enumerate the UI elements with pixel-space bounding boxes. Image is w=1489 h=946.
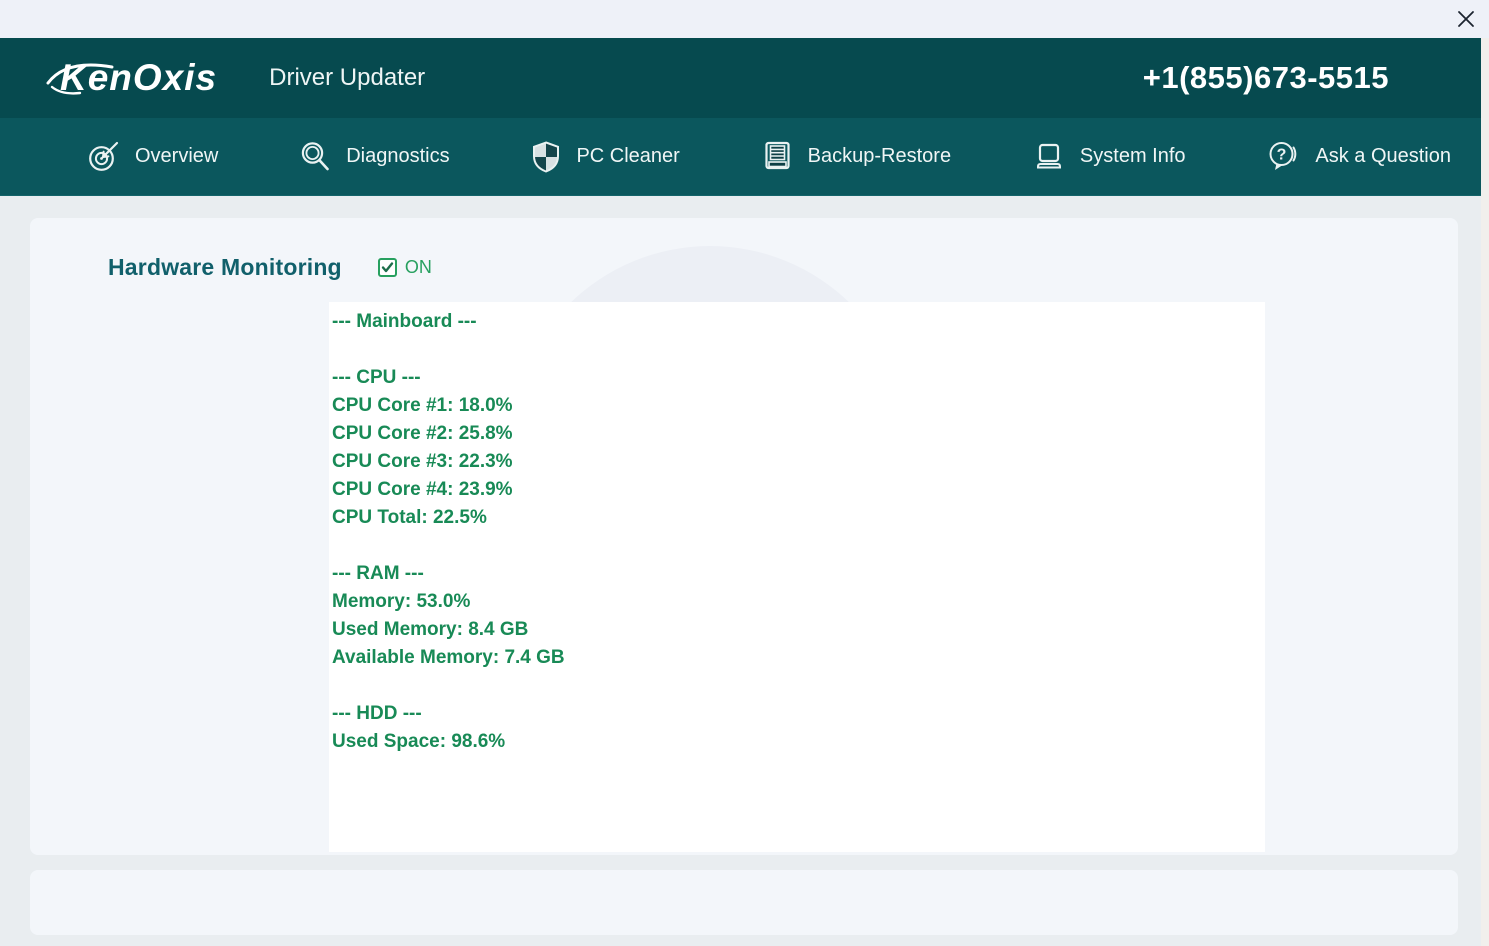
os-titlebar [0, 0, 1489, 38]
page-title: Hardware Monitoring [108, 254, 342, 280]
app-window: KenOxis Driver Updater +1(855)673-5515 O… [0, 38, 1481, 946]
nav-item-diagnostics[interactable]: Diagnostics [299, 140, 450, 173]
content-area: Hardware Monitoring ON --- Mainboard ---… [0, 196, 1481, 946]
laptop-icon [1032, 140, 1066, 173]
bottom-empty-card [30, 870, 1458, 935]
hardware-monitoring-card: Hardware Monitoring ON --- Mainboard ---… [30, 218, 1458, 855]
shield-icon [530, 140, 562, 174]
app-header: KenOxis Driver Updater +1(855)673-5515 [0, 38, 1481, 118]
nav-item-label: Backup-Restore [807, 145, 952, 167]
monitor-output-text: --- Mainboard --- --- CPU --- CPU Core #… [332, 311, 565, 752]
kenoxis-logo: KenOxis [46, 51, 218, 105]
monitor-output-panel: --- Mainboard --- --- CPU --- CPU Core #… [329, 302, 1265, 852]
svg-text:?: ? [1277, 146, 1287, 163]
hardware-monitoring-checkbox[interactable] [377, 258, 397, 277]
nav-item-backup-restore[interactable]: Backup-Restore [761, 140, 951, 173]
nav-item-label: Ask a Question [1315, 145, 1451, 167]
nav-item-ask-a-question[interactable]: ? Ask a Question [1266, 140, 1451, 174]
nav-item-label: Overview [135, 145, 219, 167]
nav-item-label: System Info [1079, 145, 1186, 167]
logo-text: KenOxis [60, 57, 218, 98]
toggle-on-label: ON [404, 257, 432, 277]
main-nav: Overview Diagnostics [0, 118, 1481, 196]
question-bubble-icon: ? [1266, 140, 1301, 174]
nav-item-overview[interactable]: Overview [88, 140, 218, 173]
hardware-monitoring-toggle[interactable]: ON [377, 257, 432, 278]
app-subtitle: Driver Updater [269, 64, 426, 91]
magnifier-icon [299, 140, 332, 173]
target-arrow-icon [88, 140, 121, 173]
nav-item-label: PC Cleaner [576, 145, 680, 167]
nav-item-system-info[interactable]: System Info [1032, 140, 1186, 173]
nav-item-label: Diagnostics [346, 145, 450, 167]
support-phone-number: +1(855)673-5515 [1142, 60, 1389, 95]
archive-stack-icon [761, 140, 794, 173]
close-icon[interactable] [1452, 5, 1480, 33]
nav-item-pc-cleaner[interactable]: PC Cleaner [530, 140, 680, 174]
